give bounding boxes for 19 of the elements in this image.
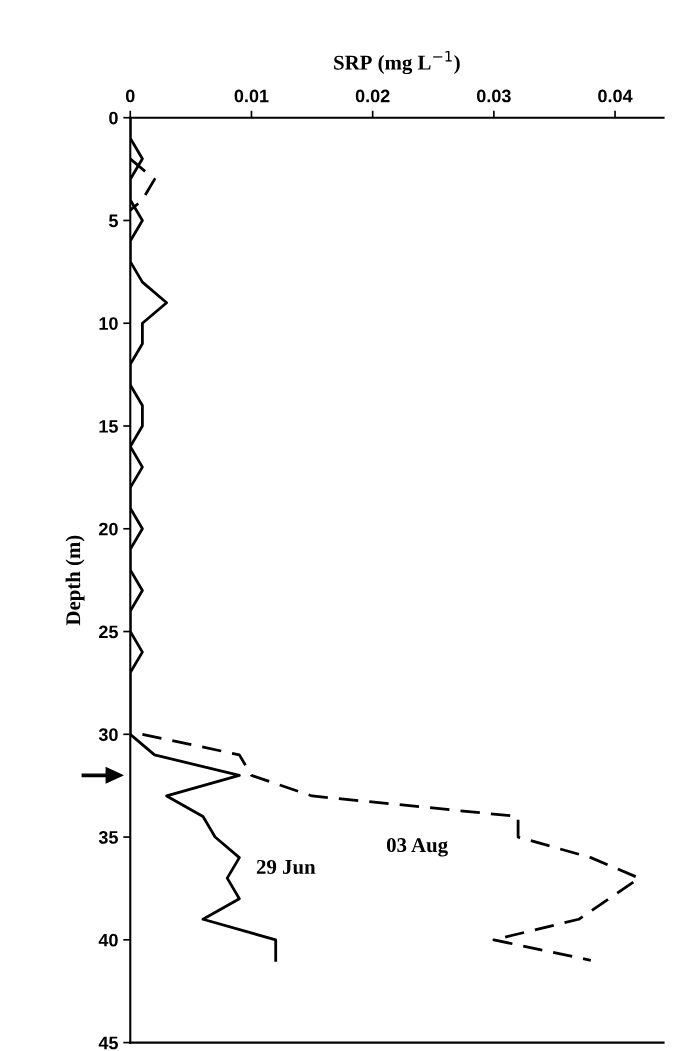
series-label: 03 Aug [386,838,448,857]
series-label: 29 Jun [256,859,316,874]
y-tick-label: 20 [99,522,118,536]
y-tick-label: 45 [98,1036,118,1050]
x-axis-title: SRP (mg L$^{−1}$) [334,50,460,75]
x-tick-label: 0 [125,89,135,103]
y-axis-title: Depth (m) [65,535,85,626]
y-tick-label: 10 [99,317,118,330]
x-tick-label: 0.02 [355,89,390,103]
y-tick-label: 25 [99,625,118,639]
x-tick-label: 0.04 [598,89,633,103]
y-tick-label: 40 [98,933,118,947]
x-tick-label: 0.03 [477,89,511,103]
x-tick-label: 0.01 [234,89,269,103]
y-tick-label: 5 [108,214,118,228]
y-tick-label: 35 [98,831,118,844]
y-tick-label: 0 [109,111,118,125]
y-tick-label: 30 [98,728,118,742]
y-tick-label: 15 [99,420,118,433]
